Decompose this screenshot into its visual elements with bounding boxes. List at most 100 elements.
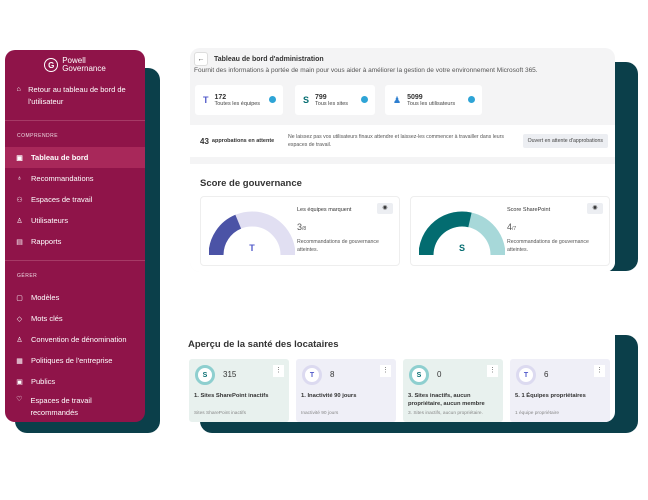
sidebar-item-recommended-workspaces[interactable]: ♡ Espaces de travail recommandés <box>5 392 145 422</box>
gauge-desc: Recommandations de gouvernance atteintes… <box>297 239 379 253</box>
audience-icon: ▣ <box>16 378 23 386</box>
sharepoint-icon: S <box>195 365 215 385</box>
health-value: 6 <box>544 370 549 379</box>
sharepoint-score-card: S Score SharePoint 4/7 Recommandations de … <box>410 196 610 266</box>
logo: G Powell Governance <box>5 50 145 76</box>
back-to-user-dashboard[interactable]: ⌂ Retour au tableau de bord de l'utilisat… <box>5 76 145 120</box>
section-gerer: GÉRER <box>17 273 38 279</box>
sidebar: G Powell Governance ⌂ Retour au tableau de … <box>5 50 145 422</box>
stat-label: Tous les sites <box>315 100 349 107</box>
approvals-banner: 43 approbations en attente Ne laissez pas … <box>190 125 615 157</box>
sharepoint-icon: S <box>459 243 465 253</box>
info-icon[interactable] <box>468 96 475 103</box>
sidebar-item-templates[interactable]: ▢ Modèles <box>5 287 145 308</box>
page-title: Tableau de bord d'administration <box>214 55 324 63</box>
more-options-icon[interactable]: ⋮ <box>487 365 498 377</box>
user-icon: ♟ <box>393 94 402 105</box>
label: Espaces de travail recommandés <box>30 396 92 417</box>
teams-icon: T <box>203 95 209 105</box>
eye-icon[interactable]: ◉ <box>377 203 393 214</box>
health-title: 5. 1 Équipes propriétaires <box>515 393 586 399</box>
gauge-title: Les équipes marquent <box>297 207 352 213</box>
sharepoint-icon: S <box>303 95 310 105</box>
divider <box>5 120 145 121</box>
heart-icon: ♡ <box>16 396 23 403</box>
stat-teams[interactable]: T 172 Toutes les équipes <box>195 85 283 115</box>
health-title: 1. Sites SharePoint inactifs <box>194 393 269 399</box>
sidebar-item-reports[interactable]: ▤ Rapports <box>5 231 145 252</box>
section-comprendre: COMPRENDRE <box>17 133 59 139</box>
sidebar-item-naming[interactable]: ♙ Convention de dénomination <box>5 329 145 350</box>
label: Mots clés <box>31 314 63 323</box>
label: Modèles <box>31 293 60 302</box>
info-icon[interactable] <box>361 96 368 103</box>
teams-icon: T <box>302 365 322 385</box>
sidebar-item-recommendations[interactable]: ♁ Recommandations <box>5 168 145 189</box>
label: Espaces de travail <box>31 195 93 204</box>
divider <box>5 260 145 261</box>
dashboard-icon: ▣ <box>16 154 23 162</box>
stat-sites[interactable]: S 799 Tous les sites <box>295 85 375 115</box>
page-subtitle: Fournit des informations à portée de mai… <box>194 67 538 74</box>
policy-icon: ▦ <box>16 357 23 365</box>
label: Tableau de bord <box>31 153 89 162</box>
health-card[interactable]: S 0 ⋮ 3. Sites inactifs, aucun propriétaire… <box>403 359 503 422</box>
label: Rapports <box>31 237 62 246</box>
health-card[interactable]: S 315 ⋮ 1. Sites SharePoint inactifs Sites S… <box>189 359 289 422</box>
more-options-icon[interactable]: ⋮ <box>273 365 284 377</box>
health-value: 8 <box>330 370 335 379</box>
health-title: 3. Sites inactifs, aucun propriétaire, a… <box>408 393 485 407</box>
more-options-icon[interactable]: ⋮ <box>380 365 391 377</box>
health-value: 315 <box>223 370 237 379</box>
sidebar-item-dashboard[interactable]: ▣ Tableau de bord <box>5 147 145 168</box>
teams-icon: T <box>516 365 536 385</box>
health-subtitle: 3. Sites inactifs, aucun propriétaire. <box>408 411 483 416</box>
sidebar-item-workspaces[interactable]: ⚇ Espaces de travail <box>5 189 145 210</box>
gauge-value: 4/7 <box>507 222 517 232</box>
label: Recommandations <box>31 174 94 183</box>
sidebar-item-users[interactable]: ♙ Utilisateurs <box>5 210 145 231</box>
governance-score: Score de gouvernance T Les équipes marqu… <box>190 164 615 272</box>
label: Convention de dénomination <box>31 335 127 344</box>
sidebar-item-policies[interactable]: ▦ Politiques de l'entreprise <box>5 350 145 371</box>
more-options-icon[interactable]: ⋮ <box>594 365 605 377</box>
info-icon[interactable] <box>269 96 276 103</box>
brand-sub: Governance <box>62 64 106 73</box>
section-title: Score de gouvernance <box>200 178 302 189</box>
stat-value: 799 <box>315 93 327 101</box>
health-card[interactable]: T 8 ⋮ 1. Inactivité 90 jours Inactivité 90 j… <box>296 359 396 422</box>
back-label: Retour au tableau de bord de l'utilisate… <box>28 85 126 106</box>
teams-score-card: T Les équipes marquent 3/8 Recommandations… <box>200 196 400 266</box>
stat-label: Tous les utilisateurs <box>407 100 456 107</box>
lightbulb-icon: ♁ <box>16 175 23 182</box>
sharepoint-gauge: S <box>419 211 505 256</box>
eye-icon[interactable]: ◉ <box>587 203 603 214</box>
user-icon: ♙ <box>16 217 23 225</box>
gauge-fill <box>419 211 472 256</box>
label: Utilisateurs <box>31 216 69 225</box>
tag-icon: ◇ <box>16 315 23 323</box>
gauge-desc: Recommandations de gouvernance atteintes… <box>507 239 589 253</box>
sidebar-item-audiences[interactable]: ▣ Publics <box>5 371 145 392</box>
back-arrow-button[interactable]: ← <box>194 52 208 66</box>
label: Publics <box>31 377 56 386</box>
report-icon: ▤ <box>16 238 23 246</box>
stat-label: Toutes les équipes <box>214 100 261 107</box>
teams-icon: T <box>249 243 255 253</box>
stat-users[interactable]: ♟ 5099 Tous les utilisateurs <box>385 85 482 115</box>
approvals-description: Ne laissez pas vos utilisateurs finaux a… <box>288 134 504 148</box>
health-subtitle: Sites SharePoint inactifs <box>194 411 246 416</box>
health-card[interactable]: T 6 ⋮ 5. 1 Équipes propriétaires 1 équipe pr… <box>510 359 610 422</box>
sidebar-item-keywords[interactable]: ◇ Mots clés <box>5 308 145 329</box>
powell-logo-icon: G <box>44 58 59 72</box>
gauge-fill <box>209 214 242 256</box>
naming-icon: ♙ <box>16 336 23 344</box>
sharepoint-icon: S <box>409 365 429 385</box>
tenant-health-card: Aperçu de la santé des locataires S 315 ⋮ 1… <box>180 323 615 422</box>
stat-value: 172 <box>214 93 227 101</box>
admin-dashboard-card: ← Tableau de bord d'administration Fourni… <box>190 48 615 272</box>
brand-name: Powell <box>62 56 86 65</box>
label: Politiques de l'entreprise <box>31 356 113 365</box>
open-approvals-button[interactable]: Ouvert en attente d'approbations <box>522 134 608 148</box>
health-title: 1. Inactivité 90 jours <box>301 393 357 399</box>
